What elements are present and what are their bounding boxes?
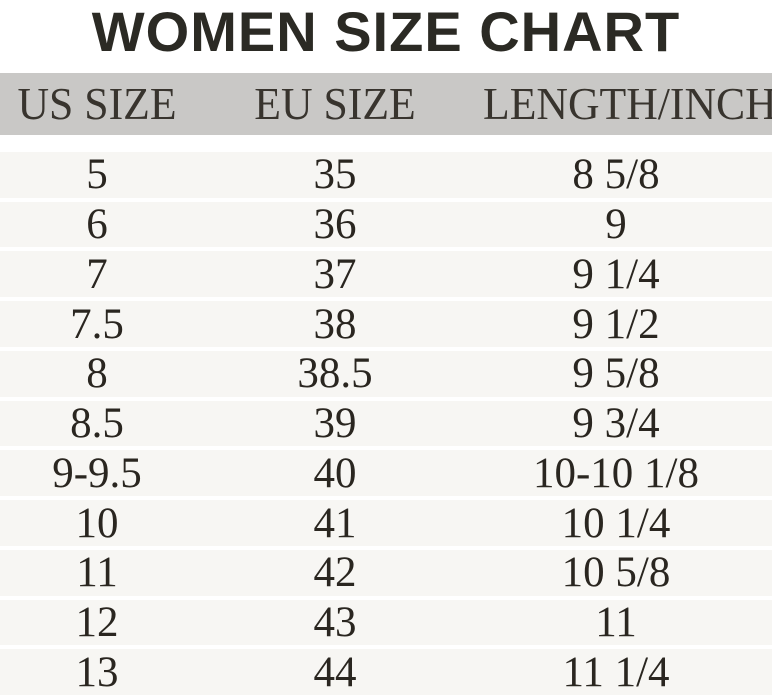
column-header-length-inch: LENGTH/INCH <box>483 78 772 129</box>
column-header-eu-size: EU SIZE <box>254 78 416 129</box>
cell-length-inch: 10-10 1/8 <box>532 449 700 497</box>
cell-us-size: 5 <box>86 151 108 199</box>
cell-length-inch: 11 1/4 <box>562 648 670 696</box>
table-body: 5 35 8 5/8 6 36 9 7 37 9 1/4 7.5 38 9 1/2 8 38.5 9 5/8… <box>0 152 772 696</box>
cell-length-inch: 9 <box>605 201 627 249</box>
cell-eu-size: 37 <box>313 250 357 298</box>
table-row: 6 36 9 <box>0 201 772 249</box>
table-header-row: US SIZE EU SIZE LENGTH/INCH <box>0 73 772 135</box>
cell-us-size: 8.5 <box>70 400 124 448</box>
cell-us-size: 13 <box>75 648 119 696</box>
cell-us-size: 6 <box>86 201 108 249</box>
cell-length-inch: 9 1/4 <box>572 250 660 298</box>
cell-eu-size: 36 <box>313 201 357 249</box>
column-header-us-size: US SIZE <box>17 78 177 129</box>
table-row: 5 35 8 5/8 <box>0 152 772 198</box>
cell-eu-size: 38 <box>313 300 357 348</box>
cell-us-size: 11 <box>76 549 118 597</box>
cell-us-size: 9-9.5 <box>52 449 142 497</box>
cell-length-inch: 9 1/2 <box>572 300 660 348</box>
table-row: 11 42 10 5/8 <box>0 549 772 597</box>
cell-length-inch: 9 3/4 <box>572 400 660 448</box>
cell-us-size: 7 <box>86 250 108 298</box>
table-row: 13 44 11 1/4 <box>0 648 772 696</box>
cell-eu-size: 43 <box>313 598 357 646</box>
table-row: 8.5 39 9 3/4 <box>0 400 772 448</box>
cell-eu-size: 40 <box>313 449 357 497</box>
cell-us-size: 12 <box>75 598 119 646</box>
cell-length-inch: 11 <box>595 598 637 646</box>
table-row: 7 37 9 1/4 <box>0 250 772 298</box>
cell-length-inch: 10 1/4 <box>561 499 671 547</box>
cell-length-inch: 10 5/8 <box>561 549 671 597</box>
table-row: 8 38.5 9 5/8 <box>0 350 772 398</box>
cell-eu-size: 39 <box>313 400 357 448</box>
cell-eu-size: 41 <box>313 499 357 547</box>
table-row: 9-9.5 40 10-10 1/8 <box>0 449 772 497</box>
cell-us-size: 8 <box>86 350 108 398</box>
cell-us-size: 7.5 <box>70 300 124 348</box>
cell-eu-size: 44 <box>313 648 357 696</box>
cell-eu-size: 42 <box>313 549 357 597</box>
cell-eu-size: 38.5 <box>297 350 373 398</box>
cell-us-size: 10 <box>75 499 119 547</box>
page-title: WOMEN SIZE CHART <box>91 0 681 63</box>
cell-eu-size: 35 <box>313 151 357 199</box>
table-row: 12 43 11 <box>0 598 772 646</box>
table-row: 10 41 10 1/4 <box>0 500 772 546</box>
table-row: 7.5 38 9 1/2 <box>0 301 772 347</box>
cell-length-inch: 8 5/8 <box>572 151 660 199</box>
cell-length-inch: 9 5/8 <box>572 350 660 398</box>
